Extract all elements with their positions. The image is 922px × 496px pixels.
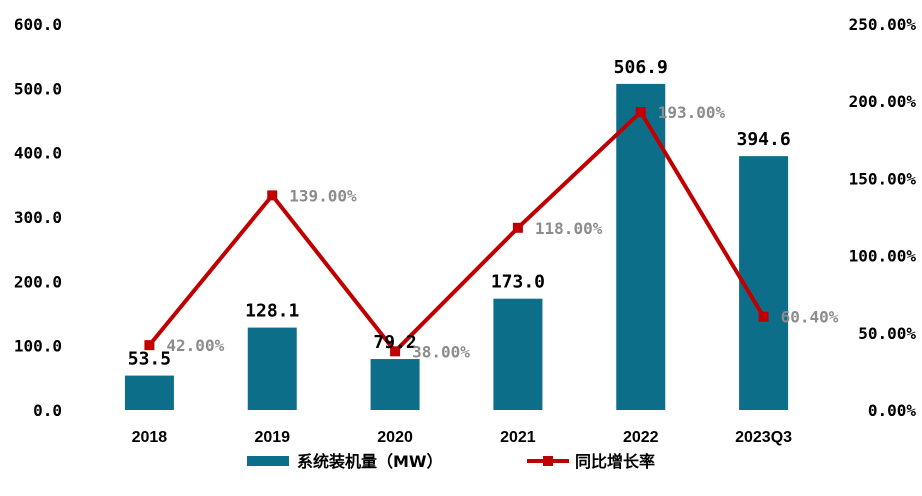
x-tick-label: 2019 [254, 429, 290, 446]
y-left-tick-label: 500.0 [14, 79, 62, 98]
growth-marker [512, 222, 523, 233]
bar-value-label: 173.0 [491, 272, 545, 293]
y-right-tick-label: 50.00% [858, 324, 916, 343]
y-left-tick-label: 100.0 [14, 337, 62, 356]
growth-line [147, 108, 766, 355]
growth-marker [758, 311, 769, 322]
x-tick-label: 2020 [377, 429, 413, 446]
growth-value-label: 42.00% [166, 336, 224, 355]
y-left-tick-label: 300.0 [14, 208, 62, 227]
bar-value-label: 53.5 [128, 349, 171, 370]
bar [247, 327, 297, 410]
growth-value-label: 38.00% [412, 342, 470, 361]
growth-value-label: 139.00% [289, 186, 357, 205]
y-axis-left: 0.0 100.0 200.0 300.0 400.0 500.0 600.0 [14, 15, 62, 420]
y-right-tick-label: 0.00% [868, 401, 917, 420]
growth-value-label: 60.40% [781, 308, 839, 327]
y-left-tick-label: 200.0 [14, 272, 62, 291]
bar-value-label: 506.9 [614, 57, 668, 78]
bar [124, 375, 174, 410]
growth-value-label: 193.00% [658, 103, 726, 122]
bar-value-label: 394.6 [736, 129, 790, 150]
bar-value-label: 79.2 [373, 332, 416, 353]
growth-marker [635, 107, 646, 118]
x-tick-label: 2021 [500, 429, 536, 446]
y-right-tick-label: 200.00% [849, 92, 917, 111]
y-right-tick-label: 100.00% [849, 247, 917, 266]
y-left-tick-label: 400.0 [14, 144, 62, 163]
legend-bar-label: 系统装机量（MW） [297, 452, 443, 471]
line-layer [144, 107, 769, 357]
line-value-labels: 42.00% 139.00% 38.00% 118.00% 193.00% 60.40% [166, 103, 838, 361]
legend-line-label: 同比增长率 [575, 452, 655, 471]
x-tick-label: 2018 [132, 429, 168, 446]
y-axis-right: 0.00% 50.00% 100.00% 150.00% 200.00% 250.00% [849, 15, 917, 420]
y-left-tick-label: 600.0 [14, 15, 62, 34]
bar [493, 298, 543, 410]
x-axis: 2018 2019 2020 2021 2022 2023Q3 [132, 429, 793, 446]
y-right-tick-label: 250.00% [849, 15, 917, 34]
bars-layer [124, 83, 789, 410]
y-left-tick-label: 0.0 [33, 401, 62, 420]
bar [616, 83, 666, 410]
bar [739, 156, 789, 410]
y-right-tick-label: 150.00% [849, 169, 917, 188]
growth-marker [267, 190, 278, 201]
growth-marker [390, 346, 401, 357]
x-tick-label: 2023Q3 [735, 429, 792, 446]
legend-bar-swatch [247, 456, 289, 466]
bar-value-labels: 53.5 128.1 79.2 173.0 506.9 394.6 [128, 57, 791, 370]
bar [370, 359, 420, 410]
bar-value-label: 128.1 [245, 301, 299, 322]
legend: 系统装机量（MW） 同比增长率 [247, 452, 655, 471]
growth-marker [144, 340, 155, 351]
x-tick-label: 2022 [623, 429, 659, 446]
legend-line-marker [543, 456, 553, 466]
growth-value-label: 118.00% [535, 219, 603, 238]
